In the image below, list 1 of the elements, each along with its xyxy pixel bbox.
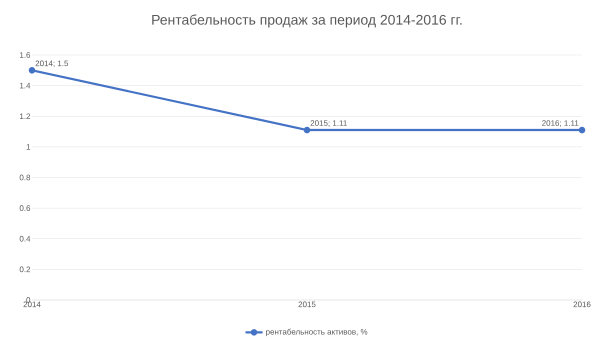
chart-title: Рентабельность продаж за период 2014-2016 гг. [152,14,462,28]
